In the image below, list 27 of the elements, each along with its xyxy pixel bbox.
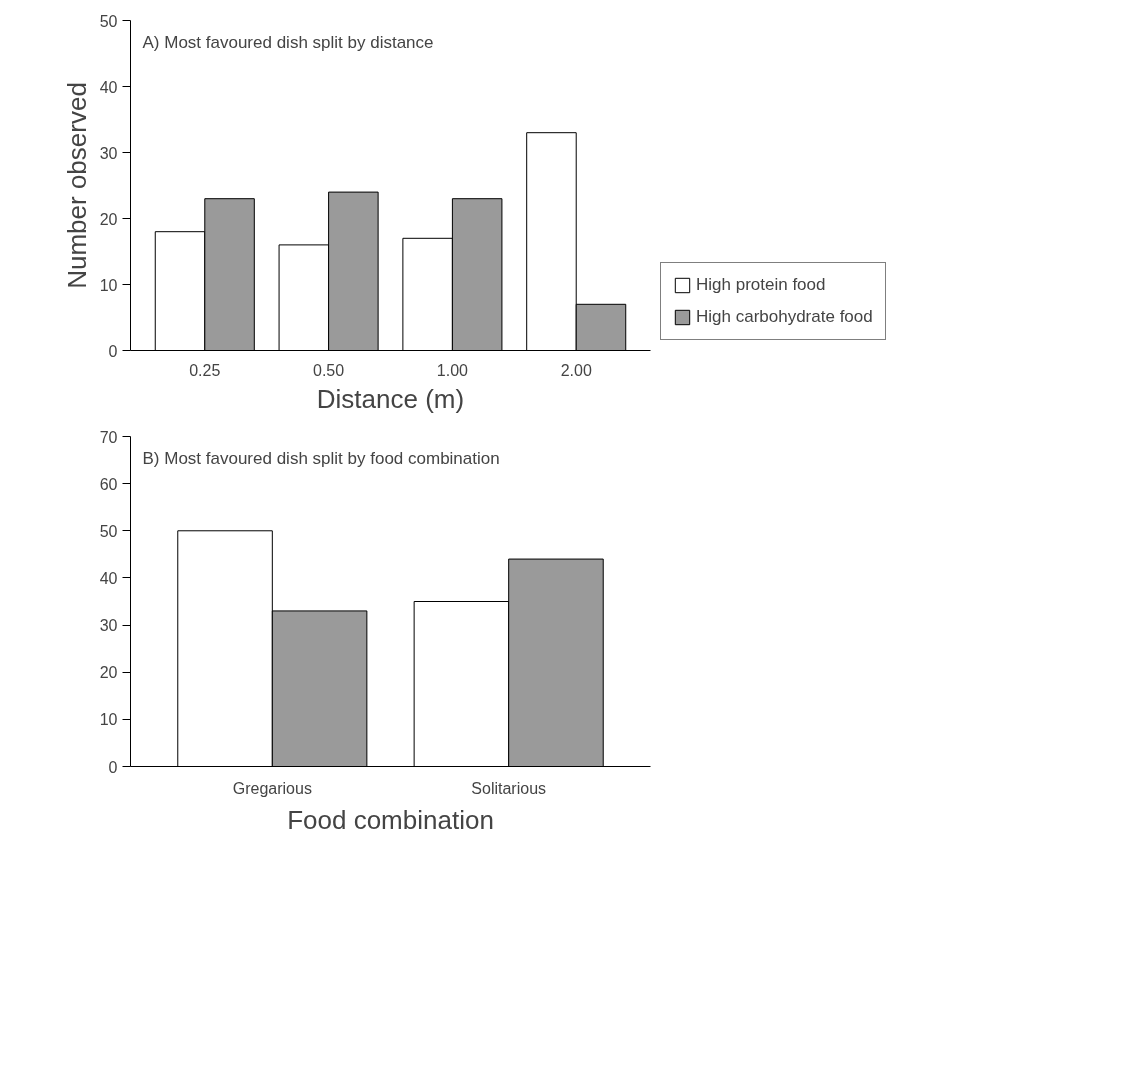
x-axis-title: Food combination: [287, 804, 494, 835]
legend-label: High protein food: [696, 275, 826, 295]
y-tick-label: 0: [108, 342, 118, 360]
x-axis-title: Distance (m): [316, 383, 465, 414]
text: B) Most favoured dish split by food combination: [142, 448, 500, 468]
y-tick-label: 30: [99, 144, 118, 162]
x-tick-label: 0.25: [189, 361, 221, 379]
y-tick-label: 40: [99, 569, 118, 587]
y-tick-label: 20: [99, 210, 118, 228]
x-tick-label: 0.50: [313, 361, 345, 379]
y-axis-title: Number observed: [61, 82, 92, 289]
x-tick-label: 1.00: [436, 361, 469, 379]
y-tick-label: 50: [99, 12, 118, 30]
x-tick-label: 2.00: [560, 361, 592, 379]
x-tick-label: Gregarious: [232, 779, 312, 797]
y-tick-label: 50: [99, 522, 118, 540]
y-tick-label: 10: [99, 276, 118, 294]
x-tick-label: Solitarious: [471, 779, 547, 797]
y-tick-label: 10: [99, 711, 118, 729]
legend-label: High carbohydrate food: [696, 307, 873, 327]
y-tick-label: 40: [99, 78, 118, 96]
text: A) Most favoured dish split by distance: [142, 32, 434, 52]
y-tick-label: 60: [99, 475, 118, 493]
y-tick-label: 20: [99, 664, 118, 682]
y-tick-label: 70: [99, 428, 118, 446]
y-tick-label: 30: [99, 617, 118, 635]
y-tick-label: 0: [108, 758, 118, 776]
